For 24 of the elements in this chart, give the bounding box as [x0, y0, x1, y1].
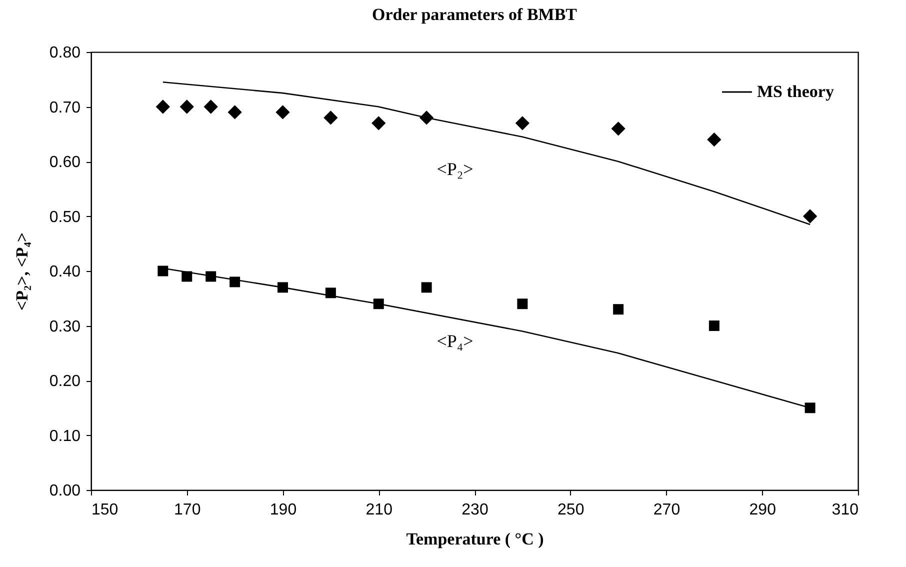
- x-tick-label: 310: [832, 502, 859, 518]
- legend-label: MS theory: [757, 82, 834, 101]
- chart-title: Order parameters of BMBT: [372, 5, 578, 24]
- x-tick-label: 150: [92, 502, 118, 518]
- x-tick-label: 290: [749, 502, 776, 518]
- y-tick-label: 0.00: [49, 482, 81, 500]
- x-tick-label: 270: [653, 502, 680, 518]
- y-tick-label: 0.20: [49, 373, 81, 390]
- x-tick-label: 170: [174, 502, 201, 518]
- x-tick-label: 190: [270, 502, 297, 518]
- x-tick-label: 230: [462, 502, 488, 518]
- y-axis-title: <P₂>, <P₄>: [12, 232, 32, 311]
- x-tick-label: 250: [558, 502, 584, 518]
- y-tick-label: 0.30: [49, 318, 81, 336]
- y-tick-label: 0.60: [49, 154, 81, 171]
- x-tick-label: 210: [366, 502, 393, 518]
- y-tick-label: 0.80: [49, 44, 81, 62]
- y-tick-label: 0.10: [49, 428, 81, 445]
- annotation: <P₂>: [436, 159, 474, 179]
- y-tick-label: 0.50: [49, 208, 81, 226]
- annotation: <P₄>: [436, 331, 474, 351]
- y-tick-label: 0.40: [49, 264, 81, 280]
- x-axis-title: Temperature ( °C ): [406, 530, 544, 548]
- y-tick-label: 0.70: [49, 99, 81, 116]
